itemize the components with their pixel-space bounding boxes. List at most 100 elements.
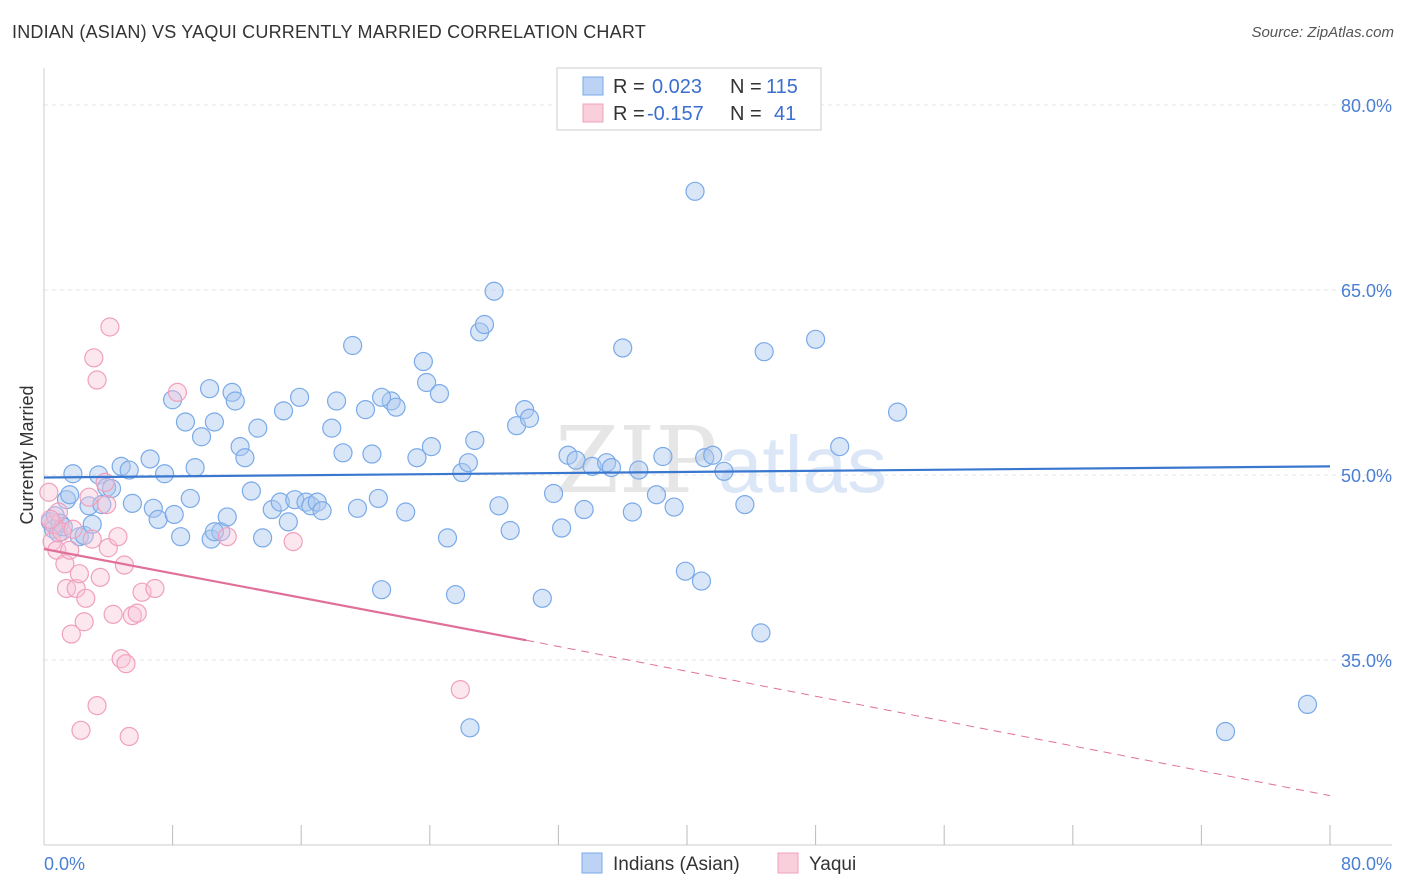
point-indians	[343, 335, 363, 356]
point-yaqui	[98, 538, 118, 558]
point-indians	[60, 485, 80, 505]
point-indians	[416, 372, 437, 393]
point-indians	[703, 445, 723, 465]
point-indians	[180, 488, 200, 509]
y-tick-label: 50.0%	[1341, 466, 1392, 486]
y-tick-label: 80.0%	[1341, 96, 1392, 116]
legend-swatch-yaqui	[582, 103, 604, 123]
point-indians	[248, 418, 268, 438]
point-indians	[362, 444, 382, 464]
y-tick-label: 35.0%	[1341, 651, 1392, 671]
point-yaqui	[87, 696, 107, 716]
point-indians	[407, 448, 427, 468]
point-yaqui	[48, 502, 69, 522]
point-yaqui	[74, 612, 94, 632]
point-indians	[685, 181, 705, 201]
point-yaqui	[84, 348, 104, 368]
y-axis-label: Currently Married	[17, 385, 37, 524]
watermark: ZIP atlas	[555, 407, 887, 514]
point-indians	[574, 499, 594, 520]
point-indians	[445, 585, 466, 605]
point-indians	[629, 460, 649, 480]
point-indians	[751, 623, 771, 643]
legend-n-label-1: N =	[730, 76, 762, 98]
legend: R = 0.023 N = 115 R = -0.157 N = 41	[556, 67, 822, 131]
point-indians	[82, 514, 102, 534]
point-yaqui	[119, 726, 139, 747]
point-yaqui	[79, 487, 99, 507]
bottom-legend-swatch-yaqui	[777, 852, 799, 874]
point-indians	[1297, 694, 1318, 715]
point-indians	[217, 507, 237, 527]
point-indians	[613, 338, 633, 358]
legend-n-label-2: N =	[730, 103, 762, 125]
point-indians	[429, 384, 450, 404]
point-indians	[622, 502, 642, 522]
point-indians	[489, 496, 509, 516]
point-indians	[312, 501, 332, 521]
point-indians	[421, 437, 442, 457]
point-indians	[262, 499, 282, 520]
point-indians	[143, 498, 163, 518]
point-indians	[474, 314, 495, 335]
point-indians	[122, 493, 143, 513]
point-indians	[253, 528, 273, 548]
point-indians	[273, 401, 294, 421]
y-tick-labels: 35.0% 50.0% 65.0% 80.0%	[1341, 96, 1392, 671]
point-indians	[230, 437, 250, 457]
point-indians	[322, 418, 342, 438]
point-yaqui	[116, 654, 136, 674]
point-indians	[566, 450, 586, 470]
point-indians	[347, 498, 368, 518]
point-yaqui	[100, 317, 120, 337]
point-yaqui	[87, 370, 107, 390]
point-indians	[664, 497, 684, 517]
point-yaqui	[56, 578, 77, 599]
point-yaqui	[103, 604, 123, 624]
point-indians	[191, 427, 212, 447]
legend-r-label-1: R =	[613, 76, 645, 98]
point-yaqui	[39, 482, 59, 502]
legend-n-value-1: 115	[766, 76, 798, 98]
point-yaqui	[217, 527, 237, 547]
point-indians	[735, 495, 755, 515]
point-yaqui	[90, 567, 110, 587]
point-yaqui	[132, 582, 152, 602]
point-indians	[484, 281, 504, 301]
point-yaqui	[69, 564, 89, 584]
point-indians	[119, 460, 139, 480]
point-indians	[691, 571, 712, 591]
point-indians	[695, 448, 715, 468]
point-indians	[500, 520, 520, 541]
point-yaqui	[127, 603, 147, 623]
legend-n-value-2: 41	[774, 103, 796, 125]
point-indians	[171, 527, 191, 547]
legend-swatch-indians	[582, 76, 604, 96]
point-indians	[465, 430, 485, 451]
point-yaqui	[40, 509, 61, 530]
point-yaqui	[66, 578, 86, 599]
point-indians	[754, 342, 774, 362]
point-yaqui	[283, 531, 303, 552]
trend-line-yaqui	[43, 547, 527, 642]
point-indians	[675, 561, 695, 581]
bottom-legend-yaqui: Yaqui	[809, 854, 856, 875]
point-yaqui	[97, 495, 117, 515]
point-indians	[460, 718, 480, 738]
trend-lines	[43, 465, 1331, 797]
point-yaqui	[108, 527, 128, 547]
point-indians	[653, 446, 673, 467]
point-indians	[270, 492, 290, 512]
point-indians	[278, 512, 298, 532]
watermark-atlas: atlas	[718, 420, 887, 509]
y-tick-label: 65.0%	[1341, 281, 1392, 301]
watermark-zip: ZIP	[555, 407, 717, 514]
point-yaqui	[52, 522, 72, 542]
point-indians	[437, 528, 458, 548]
point-indians	[355, 400, 376, 420]
point-indians	[185, 458, 205, 478]
chart-source: Source: ZipAtlas.com	[1251, 24, 1394, 41]
axes	[43, 68, 1392, 846]
point-indians	[371, 580, 392, 600]
point-indians	[805, 329, 826, 349]
